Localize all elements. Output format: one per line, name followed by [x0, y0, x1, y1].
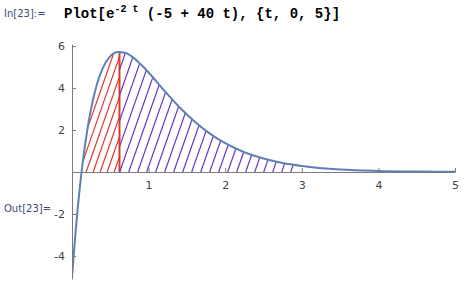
hatch-line — [192, 44, 237, 172]
hatch-line — [129, 44, 174, 172]
x-tick-label: 4 — [375, 179, 382, 192]
hatched-region — [75, 44, 345, 172]
output-label: Out[23]= — [4, 203, 51, 214]
x-axis: 1 2 3 4 5 — [73, 168, 460, 192]
hatch-line — [264, 44, 296, 172]
hatch-line — [156, 44, 201, 172]
hatch-line — [119, 44, 155, 172]
hatch-line — [165, 44, 210, 172]
hatch-line — [82, 44, 83, 172]
hatch-line — [291, 44, 296, 172]
hatch-line — [282, 44, 296, 172]
x-axis-line — [73, 172, 456, 173]
hatch-line — [100, 44, 119, 172]
y-tick-mark — [72, 214, 76, 215]
hatch-line — [120, 44, 165, 172]
hatch-line — [273, 44, 296, 172]
chart: In[23]:= Out[23]= Plot[e-2 t (-5 + 40 t), … — [0, 0, 474, 299]
input-label: In[23]:= — [4, 8, 46, 19]
y-tick-label: -2 — [54, 208, 65, 221]
x-tick-label: 3 — [299, 179, 306, 192]
x-tick-mark — [378, 168, 379, 172]
hatch-line — [255, 44, 296, 172]
y-tick-mark — [72, 88, 76, 89]
x-tick-label: 5 — [452, 179, 459, 192]
x-tick-label: 1 — [146, 179, 153, 192]
x-tick: 4 — [375, 168, 382, 192]
x-tick: 1 — [146, 168, 153, 192]
x-tick-label: 2 — [222, 179, 229, 192]
x-tick: 5 — [452, 168, 459, 192]
y-tick-label: -4 — [54, 250, 65, 263]
y-axis-line — [72, 45, 73, 280]
hatch-line — [228, 44, 273, 172]
y-tick-mark — [72, 46, 76, 47]
hatch-line — [183, 44, 228, 172]
hatch-line — [246, 44, 291, 172]
y-tick: 6 — [58, 40, 76, 53]
x-tick: 2 — [222, 168, 229, 192]
x-tick: 3 — [299, 168, 306, 192]
y-tick: -2 — [54, 208, 76, 221]
y-tick: -4 — [54, 250, 76, 263]
x-tick-mark — [302, 168, 303, 172]
y-tick-mark — [72, 256, 76, 257]
hatch-line — [107, 44, 119, 172]
y-tick-label: 2 — [58, 124, 65, 137]
curve — [72, 52, 455, 277]
hatched-region — [72, 44, 166, 172]
region-boundary — [118, 44, 120, 172]
hatch-line — [114, 44, 119, 172]
hatch-line — [138, 44, 183, 172]
y-tick: 4 — [58, 82, 76, 95]
x-tick-mark — [225, 168, 226, 172]
y-tick-label: 6 — [58, 40, 65, 53]
hatch-line — [219, 44, 264, 172]
y-tick: 2 — [58, 124, 76, 137]
hatch-group — [119, 44, 295, 172]
hatch-line — [201, 44, 246, 172]
y-tick-label: 4 — [58, 82, 65, 95]
x-tick-mark — [455, 168, 456, 172]
title: Plot[e-2 t (-5 + 40 t), {t, 0, 5}] — [64, 4, 340, 22]
x-tick-mark — [149, 168, 150, 172]
title-part: Plot[e — [64, 6, 114, 22]
title-part: (-5 + 40 t), {t, 0, 5}] — [138, 6, 340, 22]
hatch-line — [147, 44, 192, 172]
y-axis: -4 -2 2 4 6 — [54, 40, 76, 279]
hatch-group — [82, 44, 120, 172]
title-superscript: -2 t — [114, 4, 138, 15]
plot-area — [72, 44, 455, 277]
y-tick-mark — [72, 130, 76, 131]
